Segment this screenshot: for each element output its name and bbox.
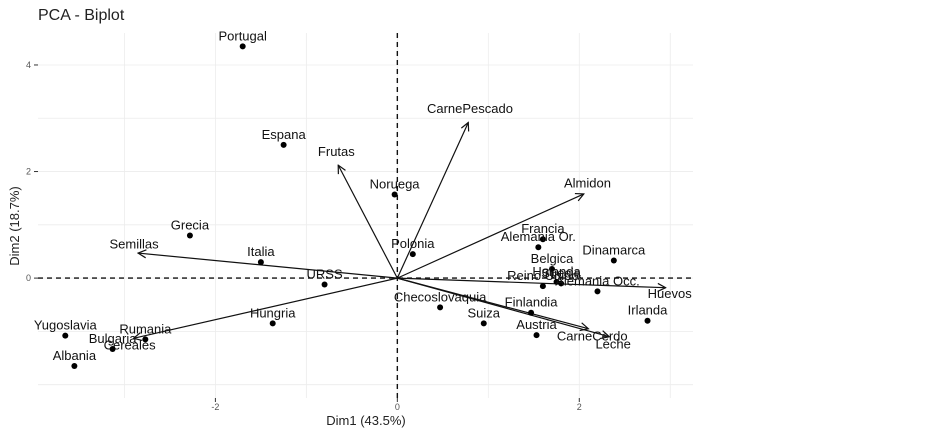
point-label-checoslovaquia: Checoslovaquia [394, 289, 487, 304]
arrow-almidon [397, 194, 583, 279]
point-irlanda [644, 317, 651, 324]
point-label-dinamarca: Dinamarca [582, 243, 646, 258]
point-label-italia: Italia [247, 244, 275, 259]
y-tick-label: 2 [26, 167, 31, 177]
arrow-huevos [397, 277, 665, 288]
variable-label-almidon: Almidon [564, 175, 611, 190]
point-label-yugoslavia: Yugoslavia [34, 318, 98, 333]
point-portugal [239, 43, 246, 50]
point-label-finlandia: Finlandia [505, 295, 559, 310]
point-suecia [558, 280, 565, 287]
y-tick-label: 0 [26, 273, 31, 283]
tick-layer: -2 0 2 0 2 4 [26, 60, 582, 412]
point-grecia [186, 232, 193, 239]
point-label-polonia: Polonia [391, 236, 435, 251]
x-tick-label: -2 [211, 402, 219, 412]
point-noruega [391, 191, 398, 198]
y-axis-title: Dim2 (18.7%) [7, 186, 22, 265]
point-bulgaria [109, 345, 116, 352]
point-yugoslavia [62, 332, 69, 339]
point-label-portugal: Portugal [218, 28, 267, 43]
variable-label-frutas: Frutas [318, 144, 355, 159]
variable-arrows: CarnePescado Frutas Almidon Semillas Huevos L… [104, 101, 693, 353]
point-alemania-occ [594, 288, 601, 295]
point-italia [257, 259, 264, 266]
point-label-francia: Francia [521, 221, 565, 236]
point-label-holanda: Holanda [532, 264, 581, 279]
point-francia [539, 236, 546, 243]
arrow-carnecerdo [397, 277, 588, 329]
point-albania [71, 363, 78, 370]
individual-points: Portugal Espana Noruega Grecia Italia Polonia… [34, 28, 669, 370]
point-dinamarca [610, 257, 617, 264]
arrow-frutas [338, 165, 398, 279]
point-label-suecia: Suecia [541, 265, 582, 280]
point-holanda [553, 278, 560, 285]
point-espana [280, 141, 287, 148]
point-hungria [269, 320, 276, 327]
arrow-semillas [138, 253, 398, 279]
point-label-rumania: Rumania [119, 321, 172, 336]
reference-lines [38, 33, 693, 398]
y-tick-label: 4 [26, 60, 31, 70]
point-label-albania: Albania [53, 348, 97, 363]
point-label-grecia: Grecia [171, 217, 210, 232]
point-label-irlanda: Irlanda [628, 303, 669, 318]
point-belgica [548, 266, 555, 273]
arrow-carnepescado [396, 123, 468, 279]
point-label-reino-unido: Reino Unido [507, 268, 579, 283]
variable-label-huevos: Huevos [648, 286, 693, 301]
point-label-urss: URSS [307, 267, 343, 282]
point-rumania [142, 336, 149, 343]
point-urss [321, 281, 328, 288]
point-label-hungria: Hungria [250, 305, 296, 320]
point-label-belgica: Belgica [531, 251, 574, 266]
point-reino-unido [539, 283, 546, 290]
point-label-alemania-or: Alemania Or. [501, 229, 576, 244]
x-tick-label: 0 [395, 402, 400, 412]
x-axis-title: Dim1 (43.5%) [326, 413, 405, 428]
variable-label-semillas: Semillas [110, 236, 160, 251]
arrow-cereales [134, 277, 398, 338]
point-label-bulgaria: Bulgaria [89, 331, 137, 346]
variable-label-cereales: Cereales [104, 338, 157, 353]
point-checoslovaquia [437, 304, 444, 311]
point-suiza [480, 320, 487, 327]
point-label-suiza: Suiza [467, 305, 500, 320]
variable-label-carnepescado: CarnePescado [427, 101, 513, 116]
point-label-noruega: Noruega [370, 176, 421, 191]
variable-label-leche: Leche [595, 336, 630, 351]
point-finlandia [528, 309, 535, 316]
point-alemania-or [535, 244, 542, 251]
point-label-alemania-occ: Alemania Occ. [555, 273, 640, 288]
chart-title: PCA - Biplot [38, 7, 125, 24]
point-label-austria: Austria [516, 317, 557, 332]
point-polonia [409, 251, 416, 258]
point-austria [533, 332, 540, 339]
point-label-espana: Espana [262, 127, 307, 142]
x-tick-label: 2 [577, 402, 582, 412]
variable-label-carnecerdo: CarneCerdo [557, 328, 628, 343]
